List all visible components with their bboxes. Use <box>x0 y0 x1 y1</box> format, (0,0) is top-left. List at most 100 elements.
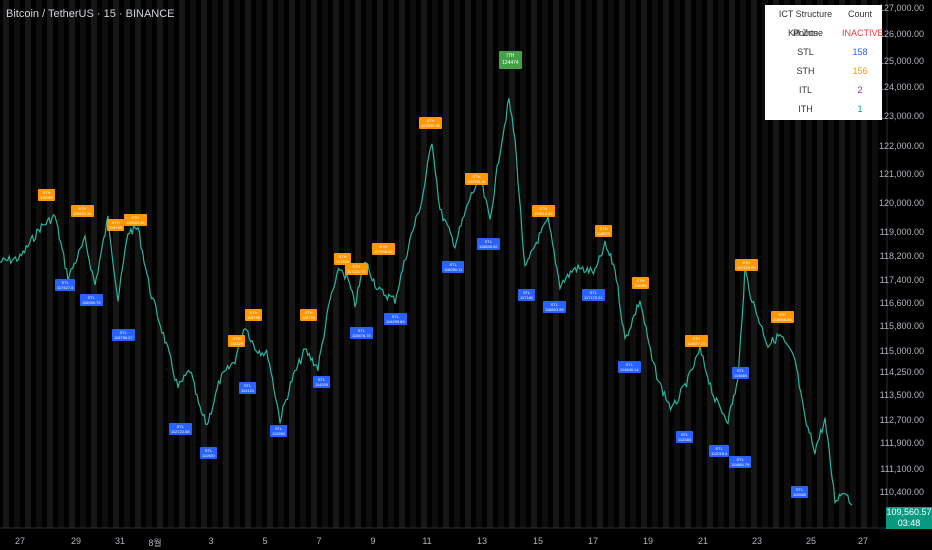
stl-count: 158 <box>852 47 868 57</box>
marker-type: STH <box>636 278 645 283</box>
panel-row-kill-zone: Kill Zone INACTIVE <box>765 24 884 43</box>
marker-value: 114121 <box>241 388 255 393</box>
panel-row-stl: STL 158 <box>765 43 882 62</box>
stl-marker: STL 114121 <box>239 382 257 394</box>
stl-marker: STL 115796.27 <box>112 329 135 341</box>
marker-value: 119822.46 <box>126 220 145 225</box>
stl-marker: STL 117427.5 <box>55 279 76 291</box>
price-tick-label: 127,000.00 <box>878 3 924 13</box>
price-tick-label: 114,250.00 <box>879 367 924 377</box>
stl-marker: STL 114209 <box>313 376 331 388</box>
marker-value: 111684.79 <box>731 462 750 467</box>
time-tick-label: 13 <box>476 536 488 546</box>
marker-type: STL <box>522 290 531 295</box>
time-tick-label: 29 <box>70 536 82 546</box>
sth-marker: STH 120335.41 <box>465 173 488 185</box>
stl-marker: STL 114660 <box>732 367 750 379</box>
marker-value: 110680 <box>793 492 807 497</box>
marker-value: 114877.75 <box>687 341 706 346</box>
sth-marker: STH 122335.36 <box>419 117 442 129</box>
marker-value: 116950.75 <box>82 300 101 305</box>
price-tick-label: 111,100.00 <box>880 464 924 474</box>
marker-value: 117231.77 <box>347 269 366 274</box>
marker-value: 116990 <box>634 283 648 288</box>
marker-value: 116803.99 <box>545 307 564 312</box>
marker-type: STL <box>317 377 326 382</box>
marker-type: ITH <box>506 53 515 59</box>
stl-marker: STL 112650 <box>270 425 288 437</box>
stl-marker: STL 116950.75 <box>80 294 103 306</box>
vertical-grid <box>3 0 878 528</box>
stl-label: STL <box>797 47 814 57</box>
marker-value: 117429.06 <box>737 265 756 270</box>
panel-row-itl: ITL 2 <box>765 81 882 100</box>
sth-marker: STH 118575 <box>595 225 613 237</box>
sth-marker: STH 117946.86 <box>372 243 395 255</box>
marker-type: STL <box>61 280 69 285</box>
stl-marker: STL 116803.99 <box>543 301 566 313</box>
price-tick-label: 110,400.00 <box>879 487 924 497</box>
marker-type: STL <box>119 330 127 335</box>
time-tick-label: 9 <box>370 536 376 546</box>
price-tick-label: 123,000.00 <box>878 111 924 121</box>
marker-type: STL <box>736 368 745 373</box>
marker-type: STL <box>357 328 365 333</box>
price-tick-label: 118,200.00 <box>879 251 924 261</box>
time-tick-label: 27 <box>14 536 26 546</box>
time-tick-label: 19 <box>642 536 654 546</box>
marker-type: STL <box>449 262 457 267</box>
marker-type: STH <box>338 254 347 259</box>
marker-value: 112380 <box>678 437 692 442</box>
marker-type: STL <box>680 432 689 437</box>
ith-count: 1 <box>857 104 863 114</box>
marker-value: 120335.41 <box>467 179 486 184</box>
marker-type: STL <box>274 426 283 431</box>
sth-marker: STH 119795 <box>107 219 125 231</box>
marker-value: 115755 <box>247 315 261 320</box>
itl-count: 2 <box>857 85 863 95</box>
sth-marker: STH 115325 <box>228 335 246 347</box>
ith-label: ITH <box>798 104 813 114</box>
stl-marker: STL 110680 <box>791 486 809 498</box>
stl-marker: STL 118050.11 <box>442 261 465 273</box>
marker-type: STH <box>692 336 701 341</box>
marker-value: 119421.36 <box>73 211 92 216</box>
marker-type: STL <box>176 424 184 429</box>
sth-marker: STH 119616.82 <box>532 205 555 217</box>
ith-marker: ITH 124474 <box>499 51 522 69</box>
sth-count: 156 <box>852 66 868 76</box>
price-line <box>0 98 853 506</box>
marker-type: STL <box>625 362 633 367</box>
panel-header-label: ICT Structure Points <box>778 9 833 38</box>
marker-type: STH <box>379 244 388 249</box>
time-tick-label: 17 <box>587 536 599 546</box>
marker-type: STL <box>795 487 804 492</box>
last-price-tag: 109,560.57 03:48 <box>886 507 932 529</box>
price-tick-label: 111,900.00 <box>880 438 924 448</box>
sth-label: STH <box>796 66 815 76</box>
price-tick-label: 120,000.00 <box>878 198 924 208</box>
stl-marker: STL 115676.75 <box>350 327 373 339</box>
marker-value: 115676.75 <box>352 333 371 338</box>
marker-value: 115796.27 <box>114 335 133 340</box>
sth-marker: STH 117845 <box>334 253 352 265</box>
marker-type: STH <box>352 264 361 269</box>
time-tick-label: 8월 <box>148 538 162 548</box>
marker-type: STL <box>484 239 492 244</box>
marker-type: STH <box>111 220 120 225</box>
marker-value: 117946.86 <box>374 249 393 254</box>
marker-type: STH <box>42 190 51 195</box>
sth-marker: STH 117231.77 <box>345 263 368 275</box>
stl-marker: STL 116299.89 <box>384 313 407 325</box>
time-tick-label: 23 <box>751 536 763 546</box>
marker-type: STH <box>539 206 548 211</box>
marker-value: 118575 <box>597 231 611 236</box>
time-tick-label: 21 <box>697 536 709 546</box>
price-tick-label: 115,800.00 <box>879 321 924 331</box>
stl-marker: STL 112015.4 <box>709 445 730 457</box>
time-tick-label: 31 <box>114 536 126 546</box>
kill-zone-label: Kill Zone <box>787 28 823 38</box>
marker-value: 119950 <box>40 195 54 200</box>
panel-header-value: Count <box>847 9 873 19</box>
